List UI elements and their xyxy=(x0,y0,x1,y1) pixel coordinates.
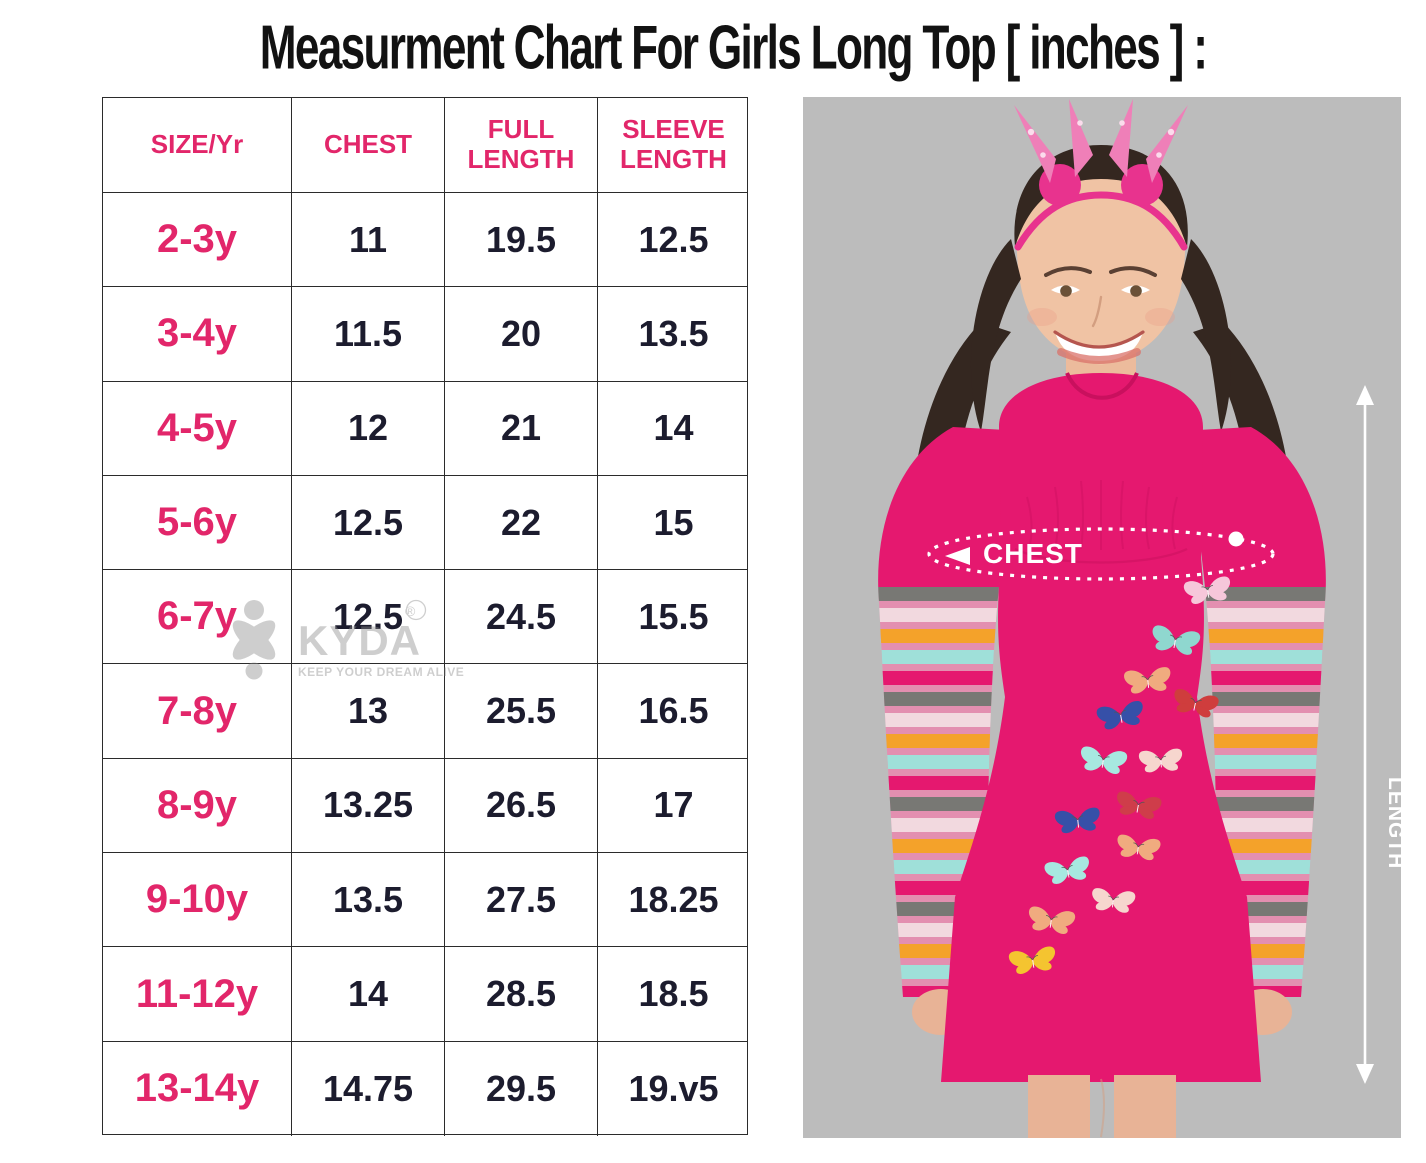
svg-text:CHEST: CHEST xyxy=(983,538,1083,569)
svg-text:KEEP YOUR DREAM ALIVE: KEEP YOUR DREAM ALIVE xyxy=(298,665,464,679)
svg-text:LENGTH: LENGTH xyxy=(1384,777,1401,869)
svg-text:KYDA: KYDA xyxy=(298,617,421,664)
